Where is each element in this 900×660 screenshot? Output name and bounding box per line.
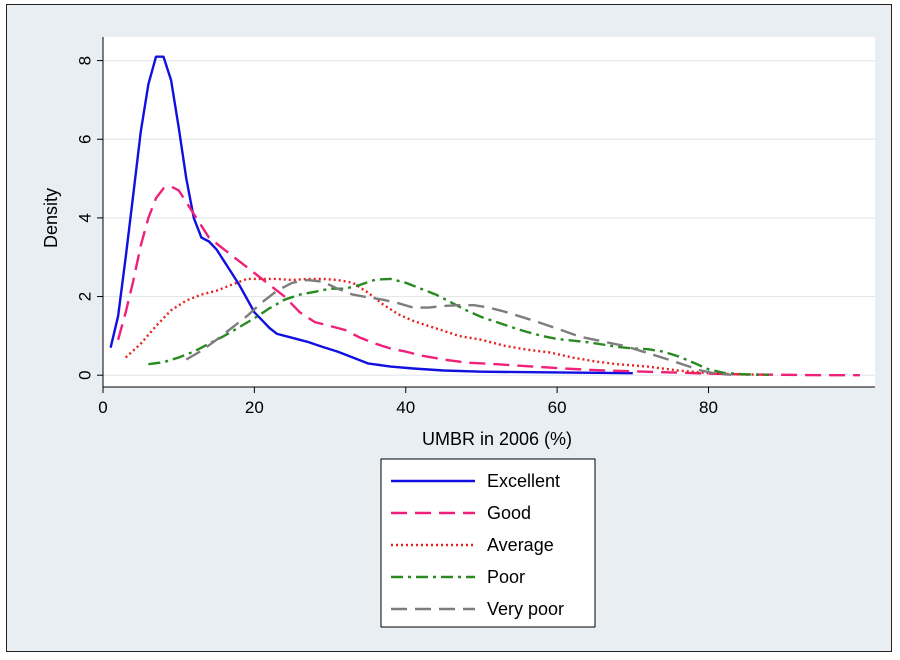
- legend-item-very-poor: Very poor: [391, 599, 564, 619]
- y-tick-label-6: 6: [76, 135, 95, 144]
- y-tick-label-8: 8: [76, 56, 95, 65]
- legend-label-very-poor: Very poor: [487, 599, 564, 619]
- x-tick-label-80: 80: [699, 398, 718, 417]
- series-lines: [109, 55, 860, 377]
- series-line-poor: [148, 277, 770, 376]
- y-tick-label-0: 0: [76, 370, 95, 379]
- series-line-excellent: [109, 55, 633, 375]
- legend-box: [380, 458, 596, 628]
- y-tick-label-4: 4: [76, 213, 95, 222]
- x-tick-label-40: 40: [396, 398, 415, 417]
- legend-item-poor: Poor: [391, 567, 525, 587]
- y-tick-label-2: 2: [76, 292, 95, 301]
- legend-label-poor: Poor: [487, 567, 525, 587]
- legend-label-good: Good: [487, 503, 531, 523]
- x-tick-label-60: 60: [548, 398, 567, 417]
- legend-item-average: Average: [391, 535, 554, 555]
- x-tick-label-0: 0: [98, 398, 107, 417]
- tick-labels: 0 20 40 60 80 0 2 4 6 8: [76, 56, 718, 417]
- axes: [97, 37, 875, 393]
- legend-item-good: Good: [391, 503, 531, 523]
- series-line-good: [116, 185, 860, 377]
- y-axis-title: Density: [41, 188, 61, 248]
- series-line-average: [124, 277, 770, 376]
- x-axis-title: UMBR in 2006 (%): [422, 429, 572, 449]
- chart-frame: 0 20 40 60 80 0 2 4 6 8 UMBR in 2006 (%) Density …: [6, 4, 892, 652]
- x-tick-label-20: 20: [245, 398, 264, 417]
- legend-label-average: Average: [487, 535, 554, 555]
- plot-area: [103, 37, 875, 387]
- legend-label-excellent: Excellent: [487, 471, 560, 491]
- series-line-very-poor: [185, 278, 732, 376]
- legend-item-excellent: Excellent: [391, 471, 560, 491]
- legend: Excellent Good Average Poor Very poor: [380, 458, 596, 628]
